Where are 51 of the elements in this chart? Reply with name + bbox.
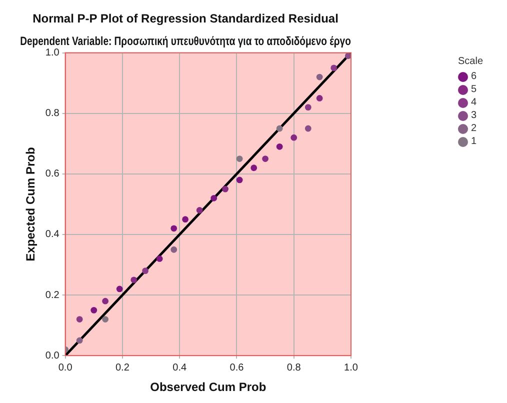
point — [182, 216, 188, 223]
point — [276, 125, 283, 132]
legend-label: 3 — [471, 110, 477, 121]
x-tick-label: 0.6 — [230, 362, 244, 374]
point — [262, 156, 268, 162]
legend-label: 5 — [471, 84, 477, 95]
point — [236, 156, 243, 162]
point — [102, 298, 108, 304]
legend-title: Scale — [458, 56, 484, 67]
y-tick-label: 0.6 — [45, 168, 60, 180]
point — [76, 316, 83, 322]
point — [210, 194, 218, 202]
point — [102, 316, 108, 322]
chart-subtitle: Dependent Variable: Προσωπική υπευθυνότητα για το αποδιδόμενο έργο — [20, 34, 352, 48]
legend-label: 2 — [471, 123, 477, 134]
point — [170, 246, 178, 253]
y-tick-label: 0.2 — [45, 290, 60, 301]
point — [316, 95, 323, 102]
y-axis-title: Expected Cum Prob — [24, 147, 38, 262]
point — [344, 52, 351, 60]
point — [304, 125, 312, 132]
point — [236, 176, 243, 184]
x-tick-label: 0.4 — [172, 362, 187, 374]
point — [90, 306, 98, 314]
point — [290, 134, 298, 141]
x-tick-label: 0.8 — [286, 362, 302, 374]
y-tick-label: 0.4 — [45, 229, 60, 240]
x-axis-title: Observed Cum Prob — [150, 380, 266, 394]
x-tick-label: 0.2 — [115, 362, 130, 374]
point — [316, 74, 323, 80]
legend-label: 6 — [471, 71, 477, 82]
point — [304, 104, 312, 111]
point — [330, 64, 338, 72]
point — [170, 225, 178, 232]
legend-label: 4 — [471, 97, 477, 108]
legend-label: 1 — [471, 136, 477, 147]
point — [196, 207, 203, 214]
y-tick-label: 0.0 — [45, 350, 60, 362]
point — [142, 268, 148, 274]
chart-title: Normal P-P Plot of Regression Standardized Residual — [32, 12, 338, 26]
point — [156, 256, 163, 262]
y-tick-label: 1.0 — [45, 48, 60, 59]
x-tick-label: 1.0 — [344, 362, 358, 374]
point — [116, 286, 123, 292]
point — [130, 276, 138, 284]
y-tick-label: 0.8 — [45, 108, 60, 120]
point — [276, 143, 283, 150]
point — [250, 164, 258, 172]
point — [222, 186, 228, 192]
x-tick-label: 0.0 — [58, 362, 73, 374]
point — [76, 337, 83, 344]
